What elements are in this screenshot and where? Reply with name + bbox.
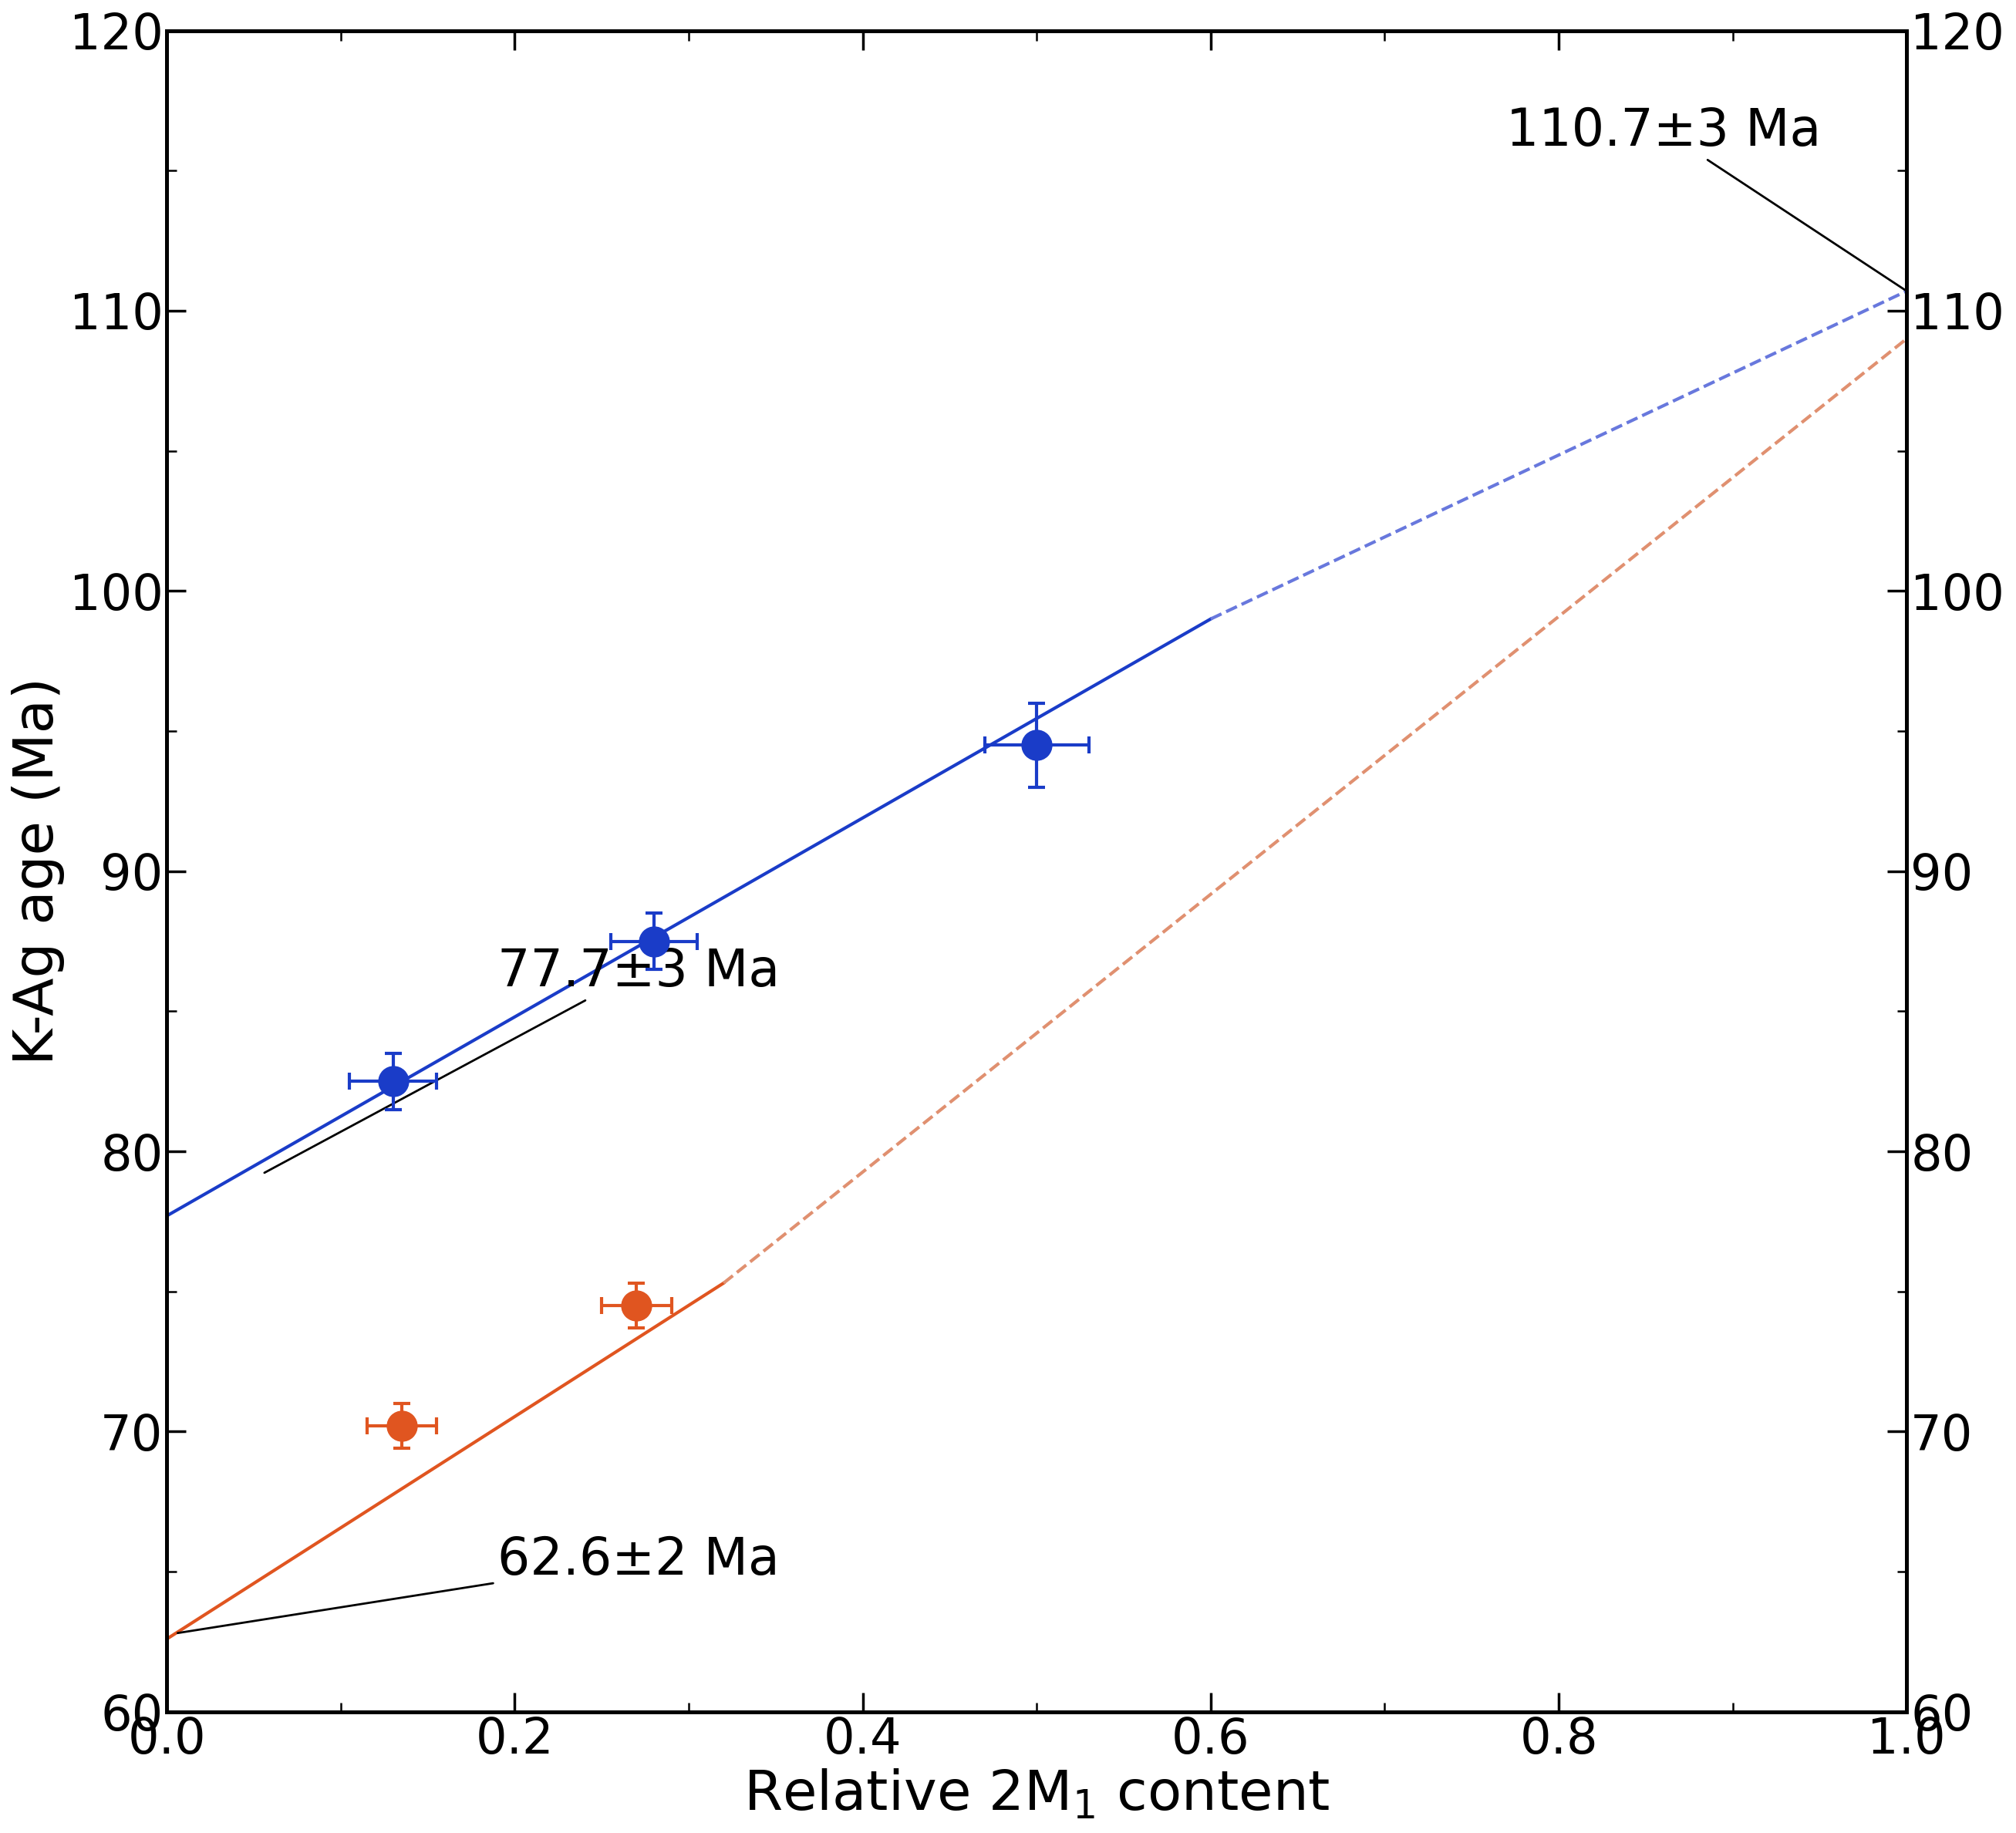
Text: 77.7±3 Ma: 77.7±3 Ma: [264, 946, 780, 1173]
Text: 62.6±2 Ma: 62.6±2 Ma: [177, 1534, 780, 1633]
Y-axis label: K-Ag age (Ma): K-Ag age (Ma): [12, 676, 65, 1065]
X-axis label: Relative 2M$_1$ content: Relative 2M$_1$ content: [744, 1767, 1331, 1822]
Text: 110.7±3 Ma: 110.7±3 Ma: [1506, 106, 1905, 290]
